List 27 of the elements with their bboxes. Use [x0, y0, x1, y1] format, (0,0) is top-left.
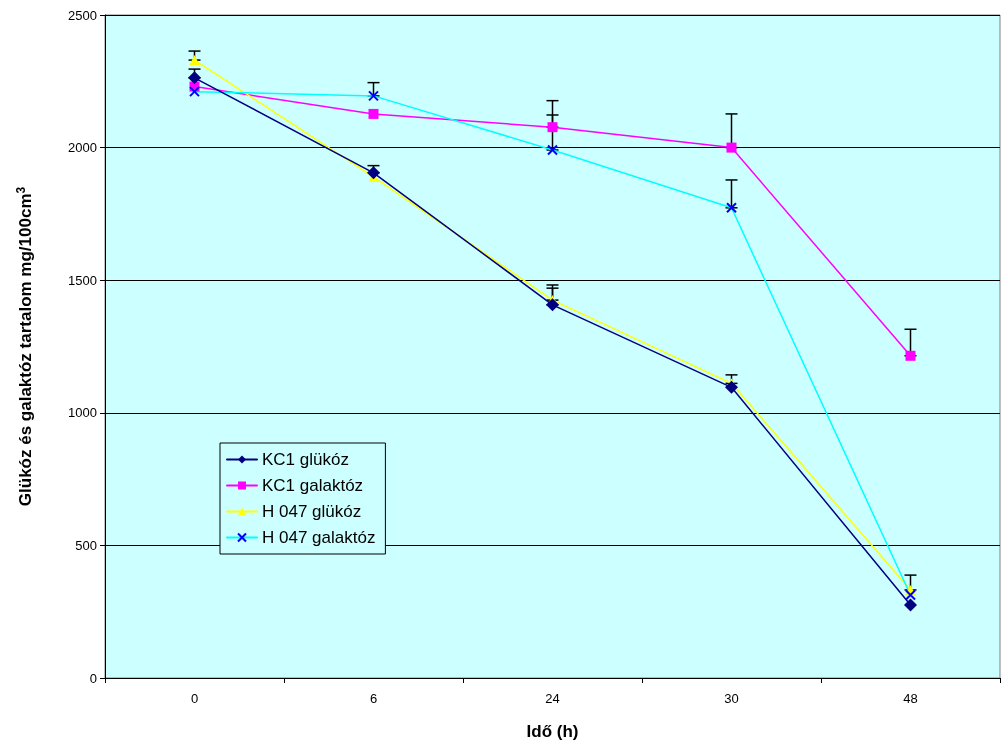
point — [368, 108, 379, 119]
point — [546, 298, 559, 312]
legend-label: KC1 glükóz — [262, 450, 349, 469]
x-tick-label: 0 — [190, 691, 199, 706]
y-tick-label: 500 — [75, 537, 97, 553]
x-tick-label: 48 — [903, 691, 918, 706]
y-tick-label: 2500 — [68, 7, 97, 23]
y-axis-title: Glükóz és galaktóz tartalom mg/100cm3 — [14, 186, 35, 507]
point — [725, 380, 738, 394]
y-tick-label: 2000 — [68, 140, 97, 156]
point — [547, 122, 558, 133]
legend-label: H 047 glükóz — [262, 502, 362, 521]
point — [904, 598, 917, 612]
y-tick-label: 1000 — [68, 405, 97, 421]
x-tick-label: 30 — [724, 691, 739, 706]
legend-label: KC1 galaktóz — [262, 476, 364, 495]
x-tick-label: 6 — [369, 691, 378, 706]
x-axis-title: Idő (h) — [526, 722, 579, 741]
point — [905, 350, 916, 361]
legend-label: H 047 galaktóz — [262, 528, 376, 547]
point — [726, 142, 737, 153]
point — [367, 166, 380, 180]
point — [188, 71, 201, 85]
y-tick-label: 0 — [89, 670, 97, 686]
x-tick-label: 24 — [545, 691, 560, 706]
y-tick-label: 1500 — [68, 272, 97, 288]
point — [189, 55, 200, 66]
